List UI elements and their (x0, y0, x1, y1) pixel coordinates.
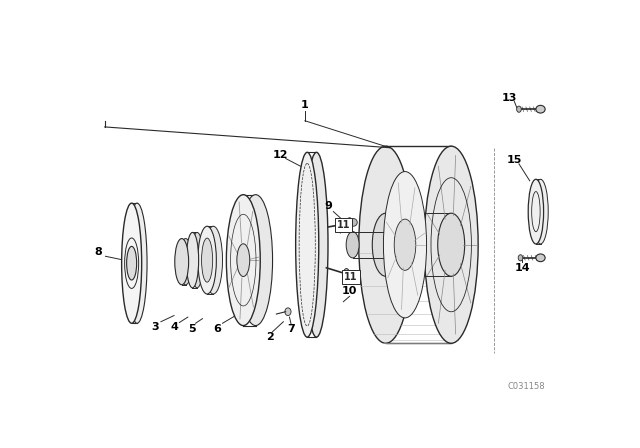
Ellipse shape (518, 255, 523, 261)
Text: 1: 1 (301, 100, 308, 110)
Text: 11: 11 (337, 220, 350, 230)
Ellipse shape (346, 271, 354, 279)
Ellipse shape (346, 232, 359, 258)
Ellipse shape (438, 213, 465, 276)
Ellipse shape (305, 152, 328, 337)
Ellipse shape (202, 238, 212, 282)
Text: C031158: C031158 (508, 382, 545, 391)
Ellipse shape (198, 226, 216, 294)
Text: 2: 2 (266, 332, 274, 342)
Text: 8: 8 (95, 247, 102, 258)
Ellipse shape (536, 105, 545, 113)
Text: 9: 9 (324, 201, 332, 211)
Ellipse shape (424, 146, 478, 343)
Text: 6: 6 (213, 323, 221, 334)
Ellipse shape (296, 152, 319, 337)
Ellipse shape (191, 233, 204, 288)
Text: 14: 14 (514, 263, 530, 273)
Ellipse shape (204, 226, 223, 294)
Ellipse shape (237, 244, 250, 276)
Ellipse shape (127, 203, 147, 323)
Ellipse shape (359, 146, 413, 343)
Text: 15: 15 (507, 155, 522, 165)
Text: 10: 10 (342, 286, 357, 296)
Ellipse shape (372, 213, 399, 276)
Ellipse shape (239, 195, 273, 326)
Ellipse shape (394, 219, 416, 270)
Ellipse shape (528, 179, 543, 244)
Ellipse shape (383, 172, 427, 318)
Ellipse shape (516, 106, 521, 112)
Text: 11: 11 (344, 272, 358, 282)
Text: 5: 5 (188, 323, 196, 334)
Text: 12: 12 (273, 151, 288, 160)
Ellipse shape (349, 219, 357, 226)
Ellipse shape (346, 218, 353, 228)
Text: 13: 13 (501, 94, 516, 103)
Ellipse shape (122, 203, 141, 323)
Ellipse shape (533, 179, 548, 244)
Text: 4: 4 (170, 322, 178, 332)
Ellipse shape (344, 269, 349, 280)
Text: 7: 7 (287, 324, 295, 334)
Ellipse shape (127, 246, 137, 280)
Text: 3: 3 (151, 322, 159, 332)
Ellipse shape (536, 254, 545, 262)
Ellipse shape (186, 233, 198, 288)
Ellipse shape (179, 238, 193, 285)
Ellipse shape (227, 195, 260, 326)
Ellipse shape (175, 238, 189, 285)
Ellipse shape (285, 308, 291, 315)
